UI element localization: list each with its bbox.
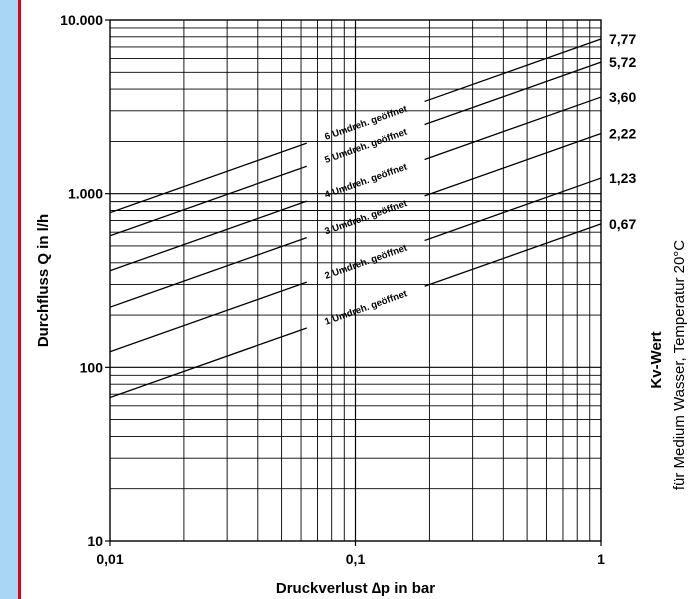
series-line (109, 236, 307, 308)
series-line (109, 142, 307, 214)
y-tick-label: 1.000 (68, 186, 103, 202)
series-label: 4 Umdreh. geöffnet (323, 161, 409, 201)
kv-value-labels: 0,67 1,23 2,22 3,60 5,72 7,77 (609, 31, 636, 232)
series-line (424, 61, 602, 126)
y-tick-label: 10 (87, 533, 103, 549)
x-tick-label: 0,1 (346, 551, 366, 567)
y-tick-label: 100 (80, 359, 104, 375)
y-tick-label: 10.000 (60, 12, 103, 28)
series-label: 3 Umdreh. geöffnet (323, 198, 409, 238)
x-axis-title: Druckverlust ∆p in bar (276, 580, 435, 597)
x-tick-label: 0,01 (96, 551, 123, 567)
series-line (424, 96, 602, 161)
series-label: 2 Umdreh. geöffnet (323, 242, 409, 282)
series-line (109, 200, 307, 272)
kv-axis-title: Kv-Wert (648, 331, 665, 388)
series-label: 1 Umdreh. geöffnet (323, 288, 409, 328)
kv-value-label: 7,77 (609, 31, 636, 47)
side-color-band (0, 0, 18, 599)
series-line (424, 132, 602, 197)
kv-value-label: 2,22 (609, 126, 636, 142)
side-red-rule (18, 0, 21, 599)
kv-value-label: 1,23 (609, 170, 636, 186)
x-tick-label: 1 (597, 551, 605, 567)
series-line (109, 281, 307, 353)
axis-ticks: 0,01 0,1 1 10 100 1.000 10.000 (60, 12, 605, 567)
y-axis-title: Durchfluss Q in l/h (35, 214, 52, 347)
series-line (424, 223, 602, 287)
kv-value-label: 0,67 (609, 216, 636, 232)
series-line (424, 38, 602, 103)
series-line (109, 165, 307, 237)
series-line (109, 327, 307, 399)
kv-value-label: 3,60 (609, 89, 636, 105)
kv-axis-subtitle: für Medium Wasser, Temperatur 20°C (671, 240, 688, 490)
kv-value-label: 5,72 (609, 54, 636, 70)
grid (110, 20, 601, 541)
series-line (424, 177, 602, 242)
